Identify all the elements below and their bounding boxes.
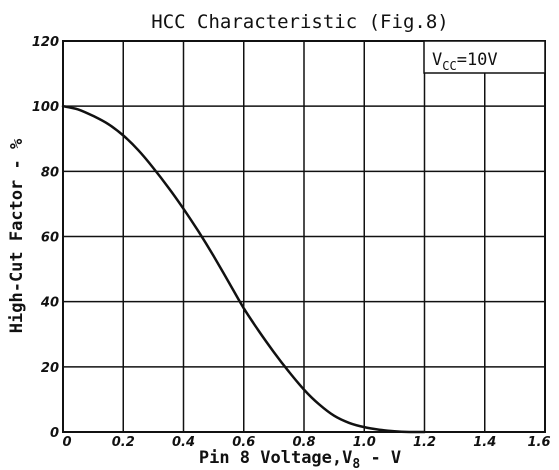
x-axis-label-unit: - V <box>360 448 401 468</box>
x-tick-label: 0.2 <box>112 435 135 450</box>
y-tick-label: 60 <box>41 231 59 246</box>
grid <box>62 40 546 433</box>
x-axis-label: Pin 8 Voltage,V <box>199 448 353 468</box>
condition-value: =10V <box>457 50 498 70</box>
x-tick-labels: 0 0.2 0.4 0.6 0.8 1.0 1.2 1.4 1.6 <box>62 435 550 450</box>
x-tick-label: 0.4 <box>172 435 195 450</box>
y-tick-label: 100 <box>32 100 59 115</box>
plot-frame <box>62 40 546 433</box>
condition-label: V <box>432 50 442 70</box>
condition-box-frame <box>423 40 546 74</box>
svg-text:Pin 8 Voltage,V8 - V: Pin 8 Voltage,V8 - V <box>199 448 401 470</box>
svg-text:VCC=10V: VCC=10V <box>432 50 498 73</box>
condition-box: VCC=10V <box>423 40 546 74</box>
x-tick-label: 0.8 <box>292 435 315 450</box>
condition-subscript: CC <box>442 59 456 73</box>
chart-title: HCC Characteristic (Fig.8) <box>151 11 448 33</box>
x-tick-label: 1.0 <box>353 435 376 450</box>
y-tick-label: 80 <box>41 165 59 180</box>
x-tick-label: 1.6 <box>527 435 550 450</box>
x-tick-label: 0.6 <box>232 435 255 450</box>
series-line <box>61 104 426 434</box>
x-tick-label: 1.2 <box>413 435 436 450</box>
y-axis-label: High-Cut Factor - % <box>7 138 27 333</box>
y-tick-label: 20 <box>41 361 59 376</box>
y-tick-label: 40 <box>40 296 59 311</box>
x-tick-label: 0 <box>62 435 71 450</box>
x-axis-label-subscript: 8 <box>352 457 360 470</box>
y-tick-labels: 0 20 40 60 80 100 120 <box>32 35 59 441</box>
y-tick-label: 120 <box>32 35 59 50</box>
x-tick-label: 1.4 <box>473 435 496 450</box>
y-tick-label: 0 <box>50 426 59 441</box>
